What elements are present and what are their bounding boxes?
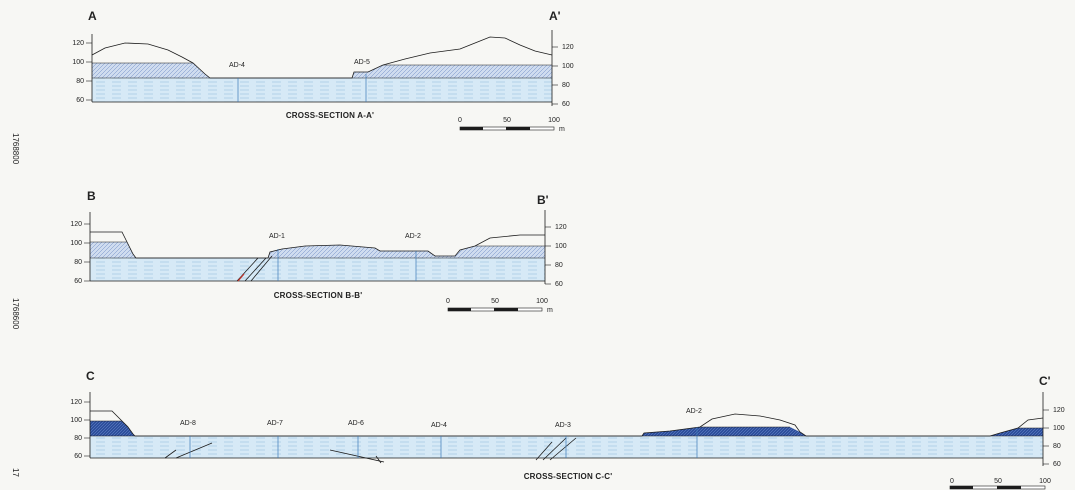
- upper-fill: [352, 65, 552, 78]
- fault-accent: [237, 273, 245, 282]
- borehole-label: AD-5: [354, 59, 370, 66]
- terrain-profile: [90, 231, 545, 259]
- scale-label: 0: [446, 298, 450, 305]
- elevation-tick-label: 100: [1053, 425, 1065, 432]
- elevation-tick-label: 80: [76, 78, 84, 85]
- elevation-tick-label: 120: [562, 44, 574, 51]
- upper-fill: [92, 63, 210, 78]
- fault-lines: [164, 437, 577, 464]
- elevation-tick-label: 80: [555, 262, 563, 269]
- section-start-label: B: [87, 189, 96, 203]
- section-c: AD-8 AD-7 AD-6 AD-4 AD-3 AD-2 120 100 80…: [70, 369, 1065, 490]
- scale-label: 0: [950, 478, 954, 485]
- scale-label: 100: [1039, 478, 1051, 485]
- elevation-ticks-right: [1043, 409, 1049, 465]
- elevation-tick-label: 80: [74, 435, 82, 442]
- elevation-tick-label: 120: [555, 224, 567, 231]
- section-end-label: B': [537, 193, 549, 207]
- elevation-tick-label: 100: [555, 243, 567, 250]
- borehole-label: AD-6: [348, 420, 364, 427]
- section-caption: CROSS-SECTION C-C': [524, 472, 613, 481]
- scale-bar: 0 50 100: [949, 478, 1051, 490]
- upper-fill: [90, 242, 136, 258]
- borehole-label: AD-1: [269, 233, 285, 240]
- borehole-label: AD-4: [431, 422, 447, 429]
- scale-bar: 0 50 100 m: [458, 117, 565, 133]
- elevation-tick-label: 60: [1053, 461, 1061, 468]
- elevation-ticks-left: [84, 401, 90, 457]
- terrain-profile: [90, 410, 1044, 437]
- borehole-label: AD-2: [405, 233, 421, 240]
- elevation-tick-label: 100: [562, 63, 574, 70]
- scale-label: 100: [548, 117, 560, 124]
- section-start-label: C: [86, 369, 95, 383]
- scale-label: 0: [458, 117, 462, 124]
- elevation-ticks-right: [545, 226, 551, 285]
- section-end-label: A': [549, 9, 561, 23]
- section-caption: CROSS-SECTION A-A': [286, 111, 374, 120]
- scale-unit: m: [547, 307, 553, 314]
- terrain-profile: [91, 36, 553, 79]
- elevation-tick-label: 120: [70, 399, 82, 406]
- section-b: AD-1 AD-2 120 100 80 60 120 100 80 60 B …: [70, 189, 566, 314]
- coordinate-label: 17: [11, 468, 20, 477]
- borehole-label: AD-8: [180, 420, 196, 427]
- dark-fill: [642, 427, 806, 436]
- borehole-label: AD-3: [555, 422, 571, 429]
- elevation-tick-label: 80: [74, 259, 82, 266]
- section-a: AD-4 AD-5 120 100 80 60 120 100 80 60 A …: [72, 9, 573, 133]
- scale-label: 50: [994, 478, 1002, 485]
- elevation-tick-label: 60: [76, 97, 84, 104]
- section-end-label: C': [1039, 374, 1051, 388]
- scale-bar: 0 50 100 m: [446, 298, 553, 314]
- water-layer: [90, 258, 545, 281]
- elevation-tick-label: 100: [70, 417, 82, 424]
- scale-label: 100: [536, 298, 548, 305]
- elevation-tick-label: 100: [70, 240, 82, 247]
- elevation-ticks-left: [84, 223, 90, 282]
- elevation-tick-label: 80: [562, 82, 570, 89]
- section-start-label: A: [88, 9, 97, 23]
- elevation-tick-label: 60: [74, 278, 82, 285]
- elevation-tick-label: 60: [555, 281, 563, 288]
- elevation-tick-label: 100: [72, 59, 84, 66]
- section-caption: CROSS-SECTION B-B': [274, 291, 363, 300]
- coordinate-label: 1768800: [11, 133, 20, 165]
- borehole-label: AD-7: [267, 420, 283, 427]
- coordinate-label: 1768600: [11, 298, 20, 330]
- borehole-label: AD-2: [686, 408, 702, 415]
- borehole-label: AD-4: [229, 62, 245, 69]
- elevation-tick-label: 60: [74, 453, 82, 460]
- elevation-tick-label: 60: [562, 101, 570, 108]
- scale-unit: m: [559, 126, 565, 133]
- dark-fill: [90, 421, 135, 436]
- upper-fill: [268, 245, 545, 258]
- elevation-ticks-right: [552, 46, 558, 105]
- elevation-tick-label: 80: [1053, 443, 1061, 450]
- scale-label: 50: [491, 298, 499, 305]
- water-layer: [90, 436, 1043, 458]
- elevation-tick-label: 120: [1053, 407, 1065, 414]
- dark-fill: [990, 428, 1043, 436]
- elevation-ticks-left: [86, 42, 92, 101]
- elevation-tick-label: 120: [70, 221, 82, 228]
- water-layer: [92, 78, 552, 102]
- elevation-tick-label: 120: [72, 40, 84, 47]
- scale-label: 50: [503, 117, 511, 124]
